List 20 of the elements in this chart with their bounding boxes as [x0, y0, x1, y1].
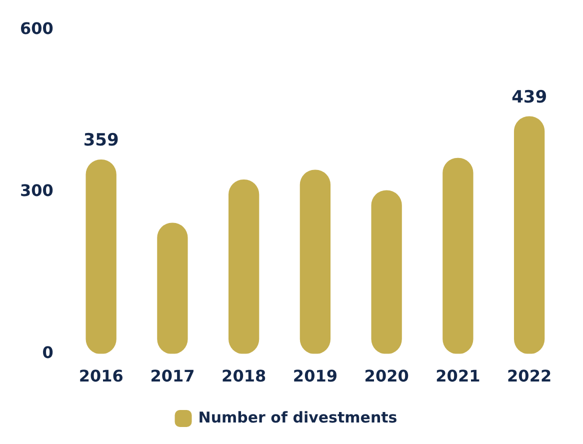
bar	[514, 116, 545, 354]
y-tick-label: 600	[20, 18, 54, 38]
legend-label: Number of divestments	[198, 408, 398, 426]
x-tick-label: 2016	[78, 366, 124, 386]
bar	[228, 179, 260, 354]
y-tick-label: 300	[20, 180, 54, 200]
bar	[86, 159, 116, 354]
bar	[300, 170, 331, 354]
x-tick-label: 2018	[222, 366, 266, 386]
bar	[157, 222, 188, 354]
x-tick-label: 2022	[507, 366, 552, 386]
bar	[371, 190, 402, 354]
y-tick-label: 0	[42, 342, 54, 362]
data-label: 359	[83, 130, 119, 151]
data-label: 439	[512, 88, 548, 108]
x-tick-label: 2020	[364, 366, 409, 386]
x-tick-label: 2017	[150, 366, 195, 386]
x-tick-label: 2021	[436, 366, 480, 386]
bar	[442, 158, 474, 354]
x-tick-label: 2019	[292, 366, 338, 386]
